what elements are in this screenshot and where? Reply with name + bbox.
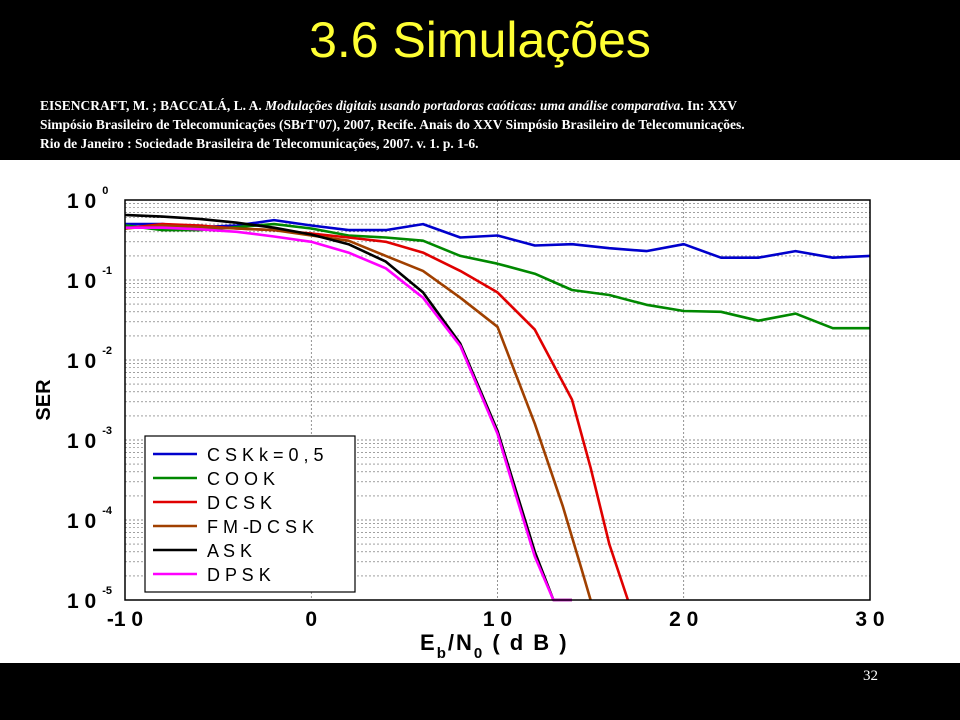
x-axis-label-e: E xyxy=(420,630,437,655)
reference-authors: EISENCRAFT, M. ; BACCALÁ, L. A. xyxy=(40,98,262,113)
reference-work-title: Modulações digitais usando portadoras ca… xyxy=(265,98,681,113)
y-axis-label: SER xyxy=(33,379,55,421)
plot-frame xyxy=(124,199,871,601)
reference-citation: EISENCRAFT, M. ; BACCALÁ, L. A. Modulaçõ… xyxy=(40,96,920,153)
legend-entry: D C S K xyxy=(207,493,272,513)
x-axis-label-n: /N xyxy=(448,630,474,655)
y-tick-mantissa: 1 0 xyxy=(67,590,96,613)
y-tick-mantissa: 1 0 xyxy=(67,510,96,533)
y-tick-labels: 1 0 0 1 0 -1 1 0 -2 1 0 -3 1 0 -4 1 0 -5 xyxy=(67,185,113,613)
ser-chart: 1 0 0 1 0 -1 1 0 -2 1 0 -3 1 0 -4 1 0 -5 -1 0 0 1 0 2 … xyxy=(33,185,885,662)
y-tick-exponent: -1 xyxy=(102,265,112,277)
y-tick-mantissa: 1 0 xyxy=(67,430,96,453)
y-tick-label: 1 0 -3 xyxy=(67,425,112,453)
y-tick-mantissa: 1 0 xyxy=(67,190,96,213)
legend-entry: A S K xyxy=(207,541,252,561)
y-tick-label: 1 0 -5 xyxy=(67,585,112,613)
y-tick-label: 1 0 -4 xyxy=(67,505,113,533)
y-tick-exponent: -4 xyxy=(102,505,113,517)
reference-line-1: EISENCRAFT, M. ; BACCALÁ, L. A. Modulaçõ… xyxy=(40,96,920,115)
legend-entry: D P S K xyxy=(207,565,271,585)
x-tick-label: 2 0 xyxy=(669,608,698,631)
x-axis-label: Eb/N0 ( d B ) xyxy=(420,630,569,662)
y-tick-exponent: -5 xyxy=(102,585,112,597)
legend-entry: C O O K xyxy=(207,469,275,489)
slide-title: 3.6 Simulações xyxy=(309,12,651,68)
y-tick-exponent: -2 xyxy=(102,345,112,357)
y-tick-label: 1 0 -1 xyxy=(67,265,112,293)
legend: C S K k = 0 , 5 C O O K D C S K F M -D C S … xyxy=(144,435,356,593)
y-tick-exponent: -3 xyxy=(102,425,112,437)
reference-line-2: Simpósio Brasileiro de Telecomunicações … xyxy=(40,117,745,132)
y-tick-mantissa: 1 0 xyxy=(67,350,96,373)
x-tick-labels: -1 0 0 1 0 2 0 3 0 xyxy=(107,608,885,631)
y-tick-label: 1 0 0 xyxy=(67,185,108,213)
x-tick-label: 1 0 xyxy=(483,608,512,631)
series-line xyxy=(124,222,870,330)
chart-area: 1 0 0 1 0 -1 1 0 -2 1 0 -3 1 0 -4 1 0 -5 -1 0 0 1 0 2 … xyxy=(0,160,960,663)
reference-rest-line-1: . In: XXV xyxy=(680,98,737,113)
x-axis-label-sub-b: b xyxy=(437,645,448,662)
y-tick-mantissa: 1 0 xyxy=(67,270,96,293)
legend-entry: C S K k = 0 , 5 xyxy=(207,445,324,465)
x-axis-label-sub-0: 0 xyxy=(474,645,484,662)
y-tick-label: 1 0 -2 xyxy=(67,345,112,373)
x-tick-label: 0 xyxy=(305,608,317,631)
series-lines xyxy=(124,213,871,602)
page-number: 32 xyxy=(863,668,878,684)
x-tick-label: 3 0 xyxy=(855,608,884,631)
reference-line-3: Rio de Janeiro : Sociedade Brasileira de… xyxy=(40,136,479,151)
series-line xyxy=(124,224,592,601)
series-line xyxy=(124,213,572,602)
legend-box xyxy=(144,435,356,593)
x-axis-label-unit: ( d B ) xyxy=(484,630,568,655)
legend-entry: F M -D C S K xyxy=(207,517,314,537)
x-tick-label: -1 0 xyxy=(107,608,143,631)
y-tick-exponent: 0 xyxy=(102,185,108,197)
series-line xyxy=(125,226,572,602)
